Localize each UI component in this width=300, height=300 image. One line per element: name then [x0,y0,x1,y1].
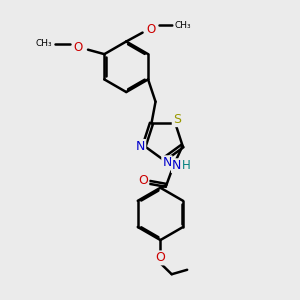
Text: O: O [147,22,156,35]
Text: N: N [172,159,181,172]
Text: N: N [162,156,172,169]
Text: O: O [74,41,83,54]
Text: H: H [182,159,190,172]
Text: O: O [155,251,165,264]
Text: CH₃: CH₃ [174,21,191,30]
Text: S: S [173,113,181,126]
Text: N: N [136,140,145,153]
Text: O: O [138,174,148,188]
Text: CH₃: CH₃ [35,39,52,48]
